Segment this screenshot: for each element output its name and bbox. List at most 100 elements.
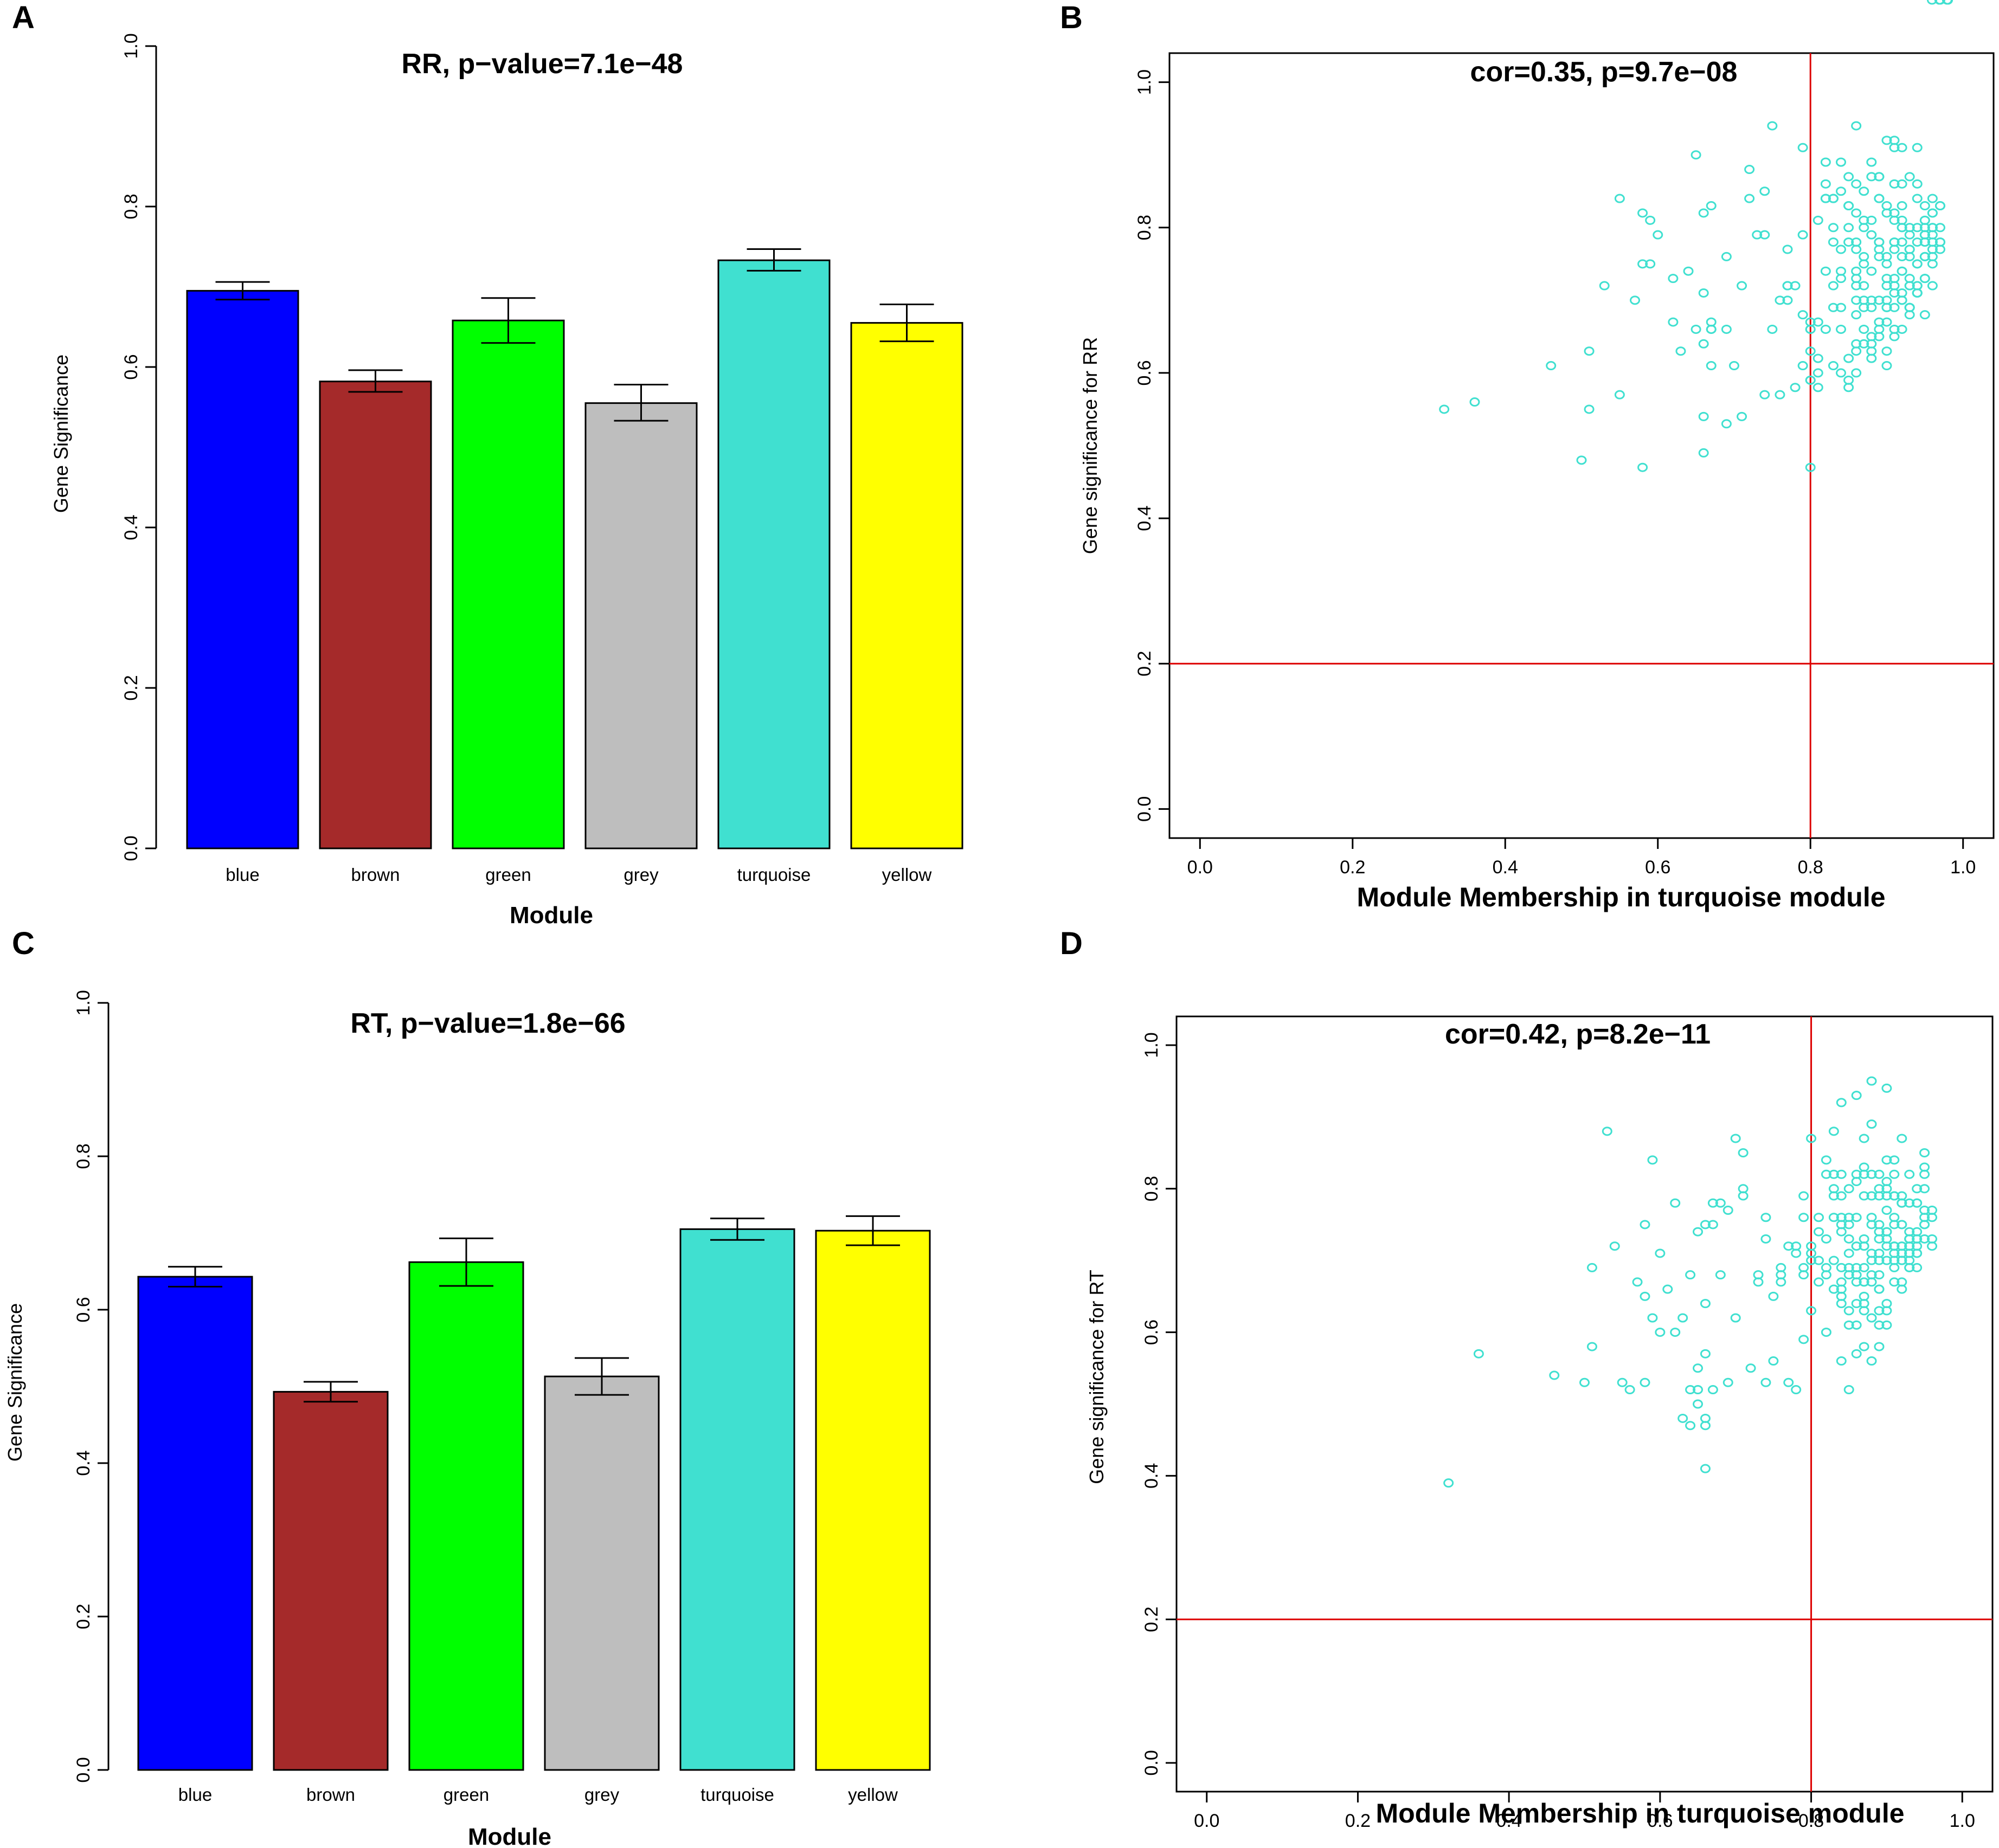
scatter-point xyxy=(1828,1126,1839,1136)
scatter-point xyxy=(1693,1385,1704,1395)
bar-grey xyxy=(584,402,698,849)
bar-grey xyxy=(544,1375,660,1771)
scatter-point xyxy=(1851,1320,1862,1330)
scatter-point xyxy=(1790,281,1801,291)
panel-letter-d: D xyxy=(1060,926,1083,961)
category-label-turquoise: turquoise xyxy=(737,865,811,885)
scatter-point xyxy=(1783,1241,1794,1251)
scatter-point xyxy=(1783,1377,1794,1387)
scatter-point xyxy=(1904,252,1915,261)
scatter-point xyxy=(1715,1198,1726,1208)
x-tick-label: 0.2 xyxy=(1345,1811,1371,1831)
scatter-point xyxy=(1443,1478,1454,1488)
scatter-point xyxy=(1775,295,1785,305)
scatter-point xyxy=(1851,208,1862,218)
scatter-point xyxy=(1897,1255,1907,1265)
scatter-point xyxy=(1828,1213,1839,1222)
scatter-point xyxy=(1904,274,1915,284)
scatter-point xyxy=(1874,1169,1885,1179)
scatter-point xyxy=(1843,383,1854,392)
scatter-point xyxy=(1866,1313,1877,1323)
scatter-point xyxy=(1698,411,1709,421)
scatter-point xyxy=(1919,274,1930,284)
scatter-point xyxy=(1881,302,1892,312)
scatter-point xyxy=(1874,1184,1885,1194)
scatter-point xyxy=(1798,1213,1809,1222)
scatter-point xyxy=(1843,1320,1854,1330)
x-tick-label: 0.4 xyxy=(1496,1811,1522,1831)
scatter-point xyxy=(1874,1342,1885,1351)
scatter-point xyxy=(1640,1220,1650,1229)
scatter-point xyxy=(1866,1248,1877,1258)
y-tick-label: 0.6 xyxy=(1134,360,1155,385)
scatter-point xyxy=(1912,237,1923,247)
bar-green xyxy=(452,319,565,849)
panel-c-title: RT, p−value=1.8e−66 xyxy=(350,1008,625,1039)
scatter-point xyxy=(1791,1385,1802,1395)
scatter-point xyxy=(1912,194,1923,203)
category-label-yellow: yellow xyxy=(882,865,932,885)
x-tick-label: 0.6 xyxy=(1645,857,1670,878)
scatter-point xyxy=(1912,1184,1923,1194)
scatter-point xyxy=(1866,1191,1877,1201)
scatter-point xyxy=(1897,266,1907,276)
scatter-point xyxy=(1904,302,1915,312)
scatter-point xyxy=(1473,1349,1484,1358)
scatter-point xyxy=(1843,201,1854,211)
scatter-point xyxy=(1759,186,1770,196)
scatter-point xyxy=(1670,1198,1681,1208)
scatter-point xyxy=(1768,1356,1779,1366)
panel-a-y-axis-label: Gene Significance xyxy=(50,355,72,513)
scatter-point xyxy=(1812,317,1823,327)
bar-blue xyxy=(137,1276,253,1771)
scatter-point xyxy=(1897,201,1907,211)
scatter-point xyxy=(1691,324,1701,334)
scatter-point xyxy=(1851,1241,1862,1251)
scatter-point xyxy=(1904,244,1915,254)
scatter-point xyxy=(1700,1220,1711,1229)
scatter-point xyxy=(1889,281,1900,291)
scatter-point xyxy=(1881,252,1892,261)
panel-d-y-axis-label: Gene significance for RT xyxy=(1085,1270,1108,1484)
panel-a-x-axis-label: Module xyxy=(510,902,593,929)
y-tick-label: 0.4 xyxy=(73,1450,94,1476)
bar-green xyxy=(408,1261,524,1771)
scatter-point xyxy=(1698,208,1709,218)
scatter-point xyxy=(1647,1155,1658,1165)
y-tick-label: 1.0 xyxy=(121,33,142,59)
panel-c-y-axis: 0.0 0.2 0.4 0.6 0.8 1.0 xyxy=(73,990,110,1783)
scatter-point xyxy=(1919,1184,1930,1194)
scatter-point xyxy=(1881,1255,1892,1265)
scatter-point xyxy=(1912,1263,1923,1272)
y-tick-label: 1.0 xyxy=(1141,1032,1162,1058)
scatter-point xyxy=(1874,1320,1885,1330)
scatter-point xyxy=(1866,172,1877,182)
scatter-point xyxy=(1859,223,1869,233)
scatter-point xyxy=(1614,194,1625,203)
scatter-point xyxy=(1813,1213,1824,1222)
scatter-point xyxy=(1897,1134,1907,1143)
scatter-point xyxy=(1602,1126,1612,1136)
scatter-point xyxy=(1859,252,1869,261)
scatter-point xyxy=(1912,288,1923,298)
scatter-point xyxy=(1728,361,1739,371)
scatter-point xyxy=(1843,353,1854,363)
scatter-point xyxy=(1775,390,1785,400)
scatter-point xyxy=(1813,1227,1824,1237)
scatter-point xyxy=(1919,310,1930,320)
scatter-point xyxy=(1698,288,1709,298)
scatter-point xyxy=(1645,259,1656,269)
scatter-point xyxy=(1821,1263,1831,1272)
scatter-point xyxy=(1753,1270,1764,1280)
scatter-point xyxy=(1874,244,1885,254)
scatter-point xyxy=(1767,121,1778,131)
scatter-point xyxy=(1706,201,1717,211)
panel-b-y-axis-label: Gene significance for RR xyxy=(1079,337,1101,554)
y-tick-label: 0.2 xyxy=(121,675,142,700)
scatter-point xyxy=(1798,1270,1809,1280)
scatter-point xyxy=(1919,230,1930,240)
scatter-point xyxy=(1730,1134,1741,1143)
bar-brown xyxy=(319,381,432,849)
x-tick-label: 0.8 xyxy=(1798,1811,1824,1831)
scatter-point xyxy=(1843,1220,1854,1229)
